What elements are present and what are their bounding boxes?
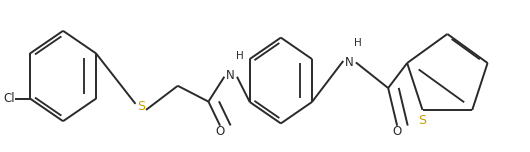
Text: H: H <box>236 51 243 61</box>
Text: H: H <box>354 38 362 48</box>
Text: N: N <box>345 56 354 69</box>
Text: S: S <box>137 100 145 113</box>
Text: Cl: Cl <box>3 92 15 105</box>
Text: O: O <box>393 125 402 138</box>
Text: S: S <box>419 114 427 127</box>
Text: O: O <box>215 125 225 138</box>
Text: N: N <box>226 69 235 82</box>
